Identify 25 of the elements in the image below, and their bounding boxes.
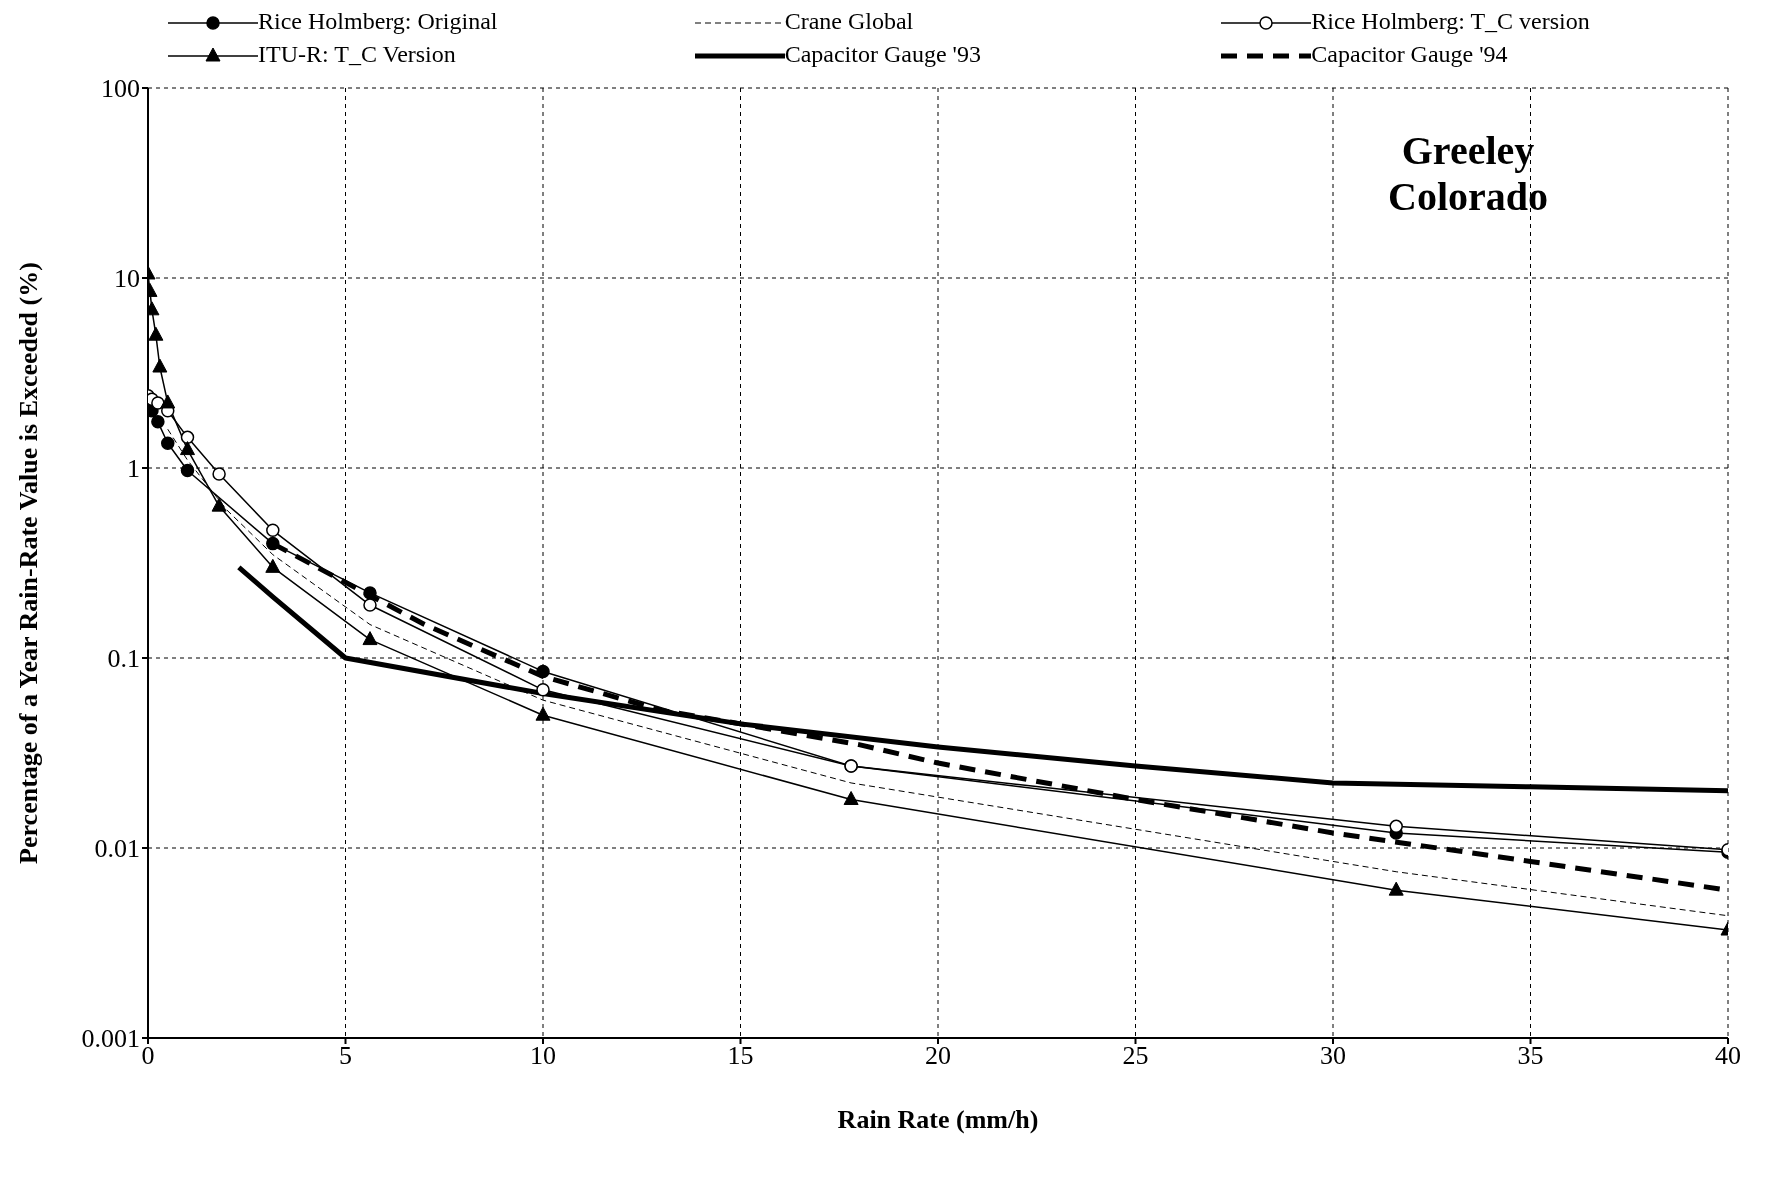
annotation: Greeley [1400, 128, 1536, 174]
x-tick-label: 0 [141, 1041, 155, 1071]
annotation: Colorado [1388, 174, 1548, 220]
x-tick-label: 30 [1320, 1041, 1346, 1071]
legend-label: Capacitor Gauge '93 [784, 41, 981, 67]
y-tick-label: 1 [127, 454, 140, 484]
legend-label: Capacitor Gauge '94 [1311, 41, 1508, 67]
x-tick-label: 35 [1517, 1041, 1544, 1071]
x-tick-label: 25 [1122, 1041, 1149, 1071]
legend-label: Rice Holmberg: Original [258, 8, 498, 34]
y-axis-title: Percentage of a Year Rain-Rate Value is Exceeded (%) [14, 262, 44, 864]
y-tick-label: 100 [101, 74, 140, 104]
legend-label: ITU-R: T_C Version [258, 41, 456, 67]
y-tick-label: 0.1 [107, 644, 140, 674]
x-tick-label: 20 [925, 1041, 951, 1071]
x-tick-label: 15 [727, 1041, 754, 1071]
legend-label: Rice Holmberg: T_C version [1311, 8, 1590, 34]
x-tick-label: 40 [1715, 1041, 1741, 1071]
y-tick-label: 10 [114, 264, 140, 294]
y-tick-label: 0.01 [94, 834, 140, 864]
x-axis-title: Rain Rate (mm/h) [837, 1105, 1039, 1134]
x-tick-label: 10 [530, 1041, 556, 1071]
x-tick-label: 5 [339, 1041, 352, 1071]
y-tick-label: 0.001 [81, 1024, 140, 1054]
legend-label: Crane Global [784, 8, 914, 34]
